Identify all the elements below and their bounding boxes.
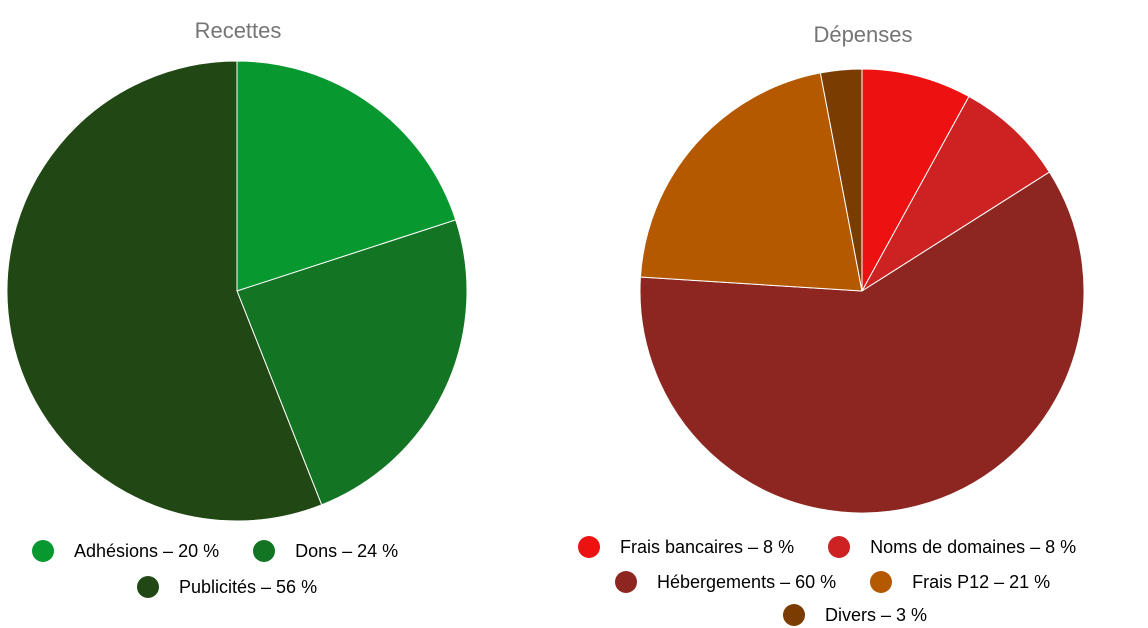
pie-slice-divers — [819, 68, 863, 292]
legend-dot-dons — [253, 540, 276, 562]
legend-item-divers: Divers – 3 % — [783, 604, 927, 626]
legend-label-divers: Divers – 3 % — [825, 604, 928, 625]
pie-slice-publicites — [6, 60, 323, 522]
legend-label-noms-de-domaines: Noms de domaines – 8 % — [870, 536, 1077, 557]
depenses-legend-row-1: Frais bancaires – 8 % Noms de domaines –… — [578, 536, 1076, 558]
legend-dot-divers — [783, 604, 805, 626]
depenses-pie — [639, 68, 1085, 514]
recettes-title: Recettes — [194, 18, 282, 43]
pie-slice-noms-de-domaines — [861, 95, 1051, 292]
pie-slice-adhesions — [236, 60, 457, 292]
legend-item-noms-de-domaines: Noms de domaines – 8 % — [828, 536, 1076, 558]
recettes-legend-row-1: Adhésions – 20 % Dons – 24 % — [32, 540, 398, 562]
pie-slice-hebergements — [639, 171, 1085, 514]
legend-label-hebergements: Hébergements – 60 % — [657, 571, 837, 592]
pie-slice-frais-bancaires — [861, 68, 970, 292]
legend-label-frais-p12: Frais P12 – 21 % — [912, 571, 1051, 592]
pie-slice-dons — [236, 219, 468, 506]
legend-dot-hebergements — [615, 571, 637, 593]
pie-slice-frais-p12 — [639, 72, 863, 292]
depenses-legend-row-2: Hébergements – 60 % Frais P12 – 21 % — [615, 571, 1050, 593]
legend-label-frais-bancaires: Frais bancaires – 8 % — [620, 536, 795, 557]
legend-item-frais-p12: Frais P12 – 21 % — [870, 571, 1050, 593]
legend-label-dons: Dons – 24 % — [295, 540, 399, 561]
legend-dot-publicites — [137, 576, 159, 598]
legend-dot-adhesions — [32, 540, 54, 562]
recettes-legend-row-2: Publicités – 56 % — [137, 576, 317, 598]
depenses-legend-row-3: Divers – 3 % — [783, 604, 927, 626]
depenses-title: Dépenses — [813, 22, 913, 47]
legend-item-frais-bancaires: Frais bancaires – 8 % — [578, 536, 794, 558]
legend-label-adhesions: Adhésions – 20 % — [74, 540, 220, 561]
legend-item-adhesions: Adhésions – 20 % — [32, 540, 219, 562]
legend-item-dons: Dons – 24 % — [253, 540, 398, 562]
recettes-pie — [6, 60, 468, 522]
legend-label-publicites: Publicités – 56 % — [179, 576, 318, 597]
legend-item-publicites: Publicités – 56 % — [137, 576, 317, 598]
legend-dot-frais-p12 — [870, 571, 893, 593]
legend-item-hebergements: Hébergements – 60 % — [615, 571, 836, 593]
legend-dot-noms-de-domaines — [828, 536, 851, 558]
legend-dot-frais-bancaires — [578, 536, 600, 558]
